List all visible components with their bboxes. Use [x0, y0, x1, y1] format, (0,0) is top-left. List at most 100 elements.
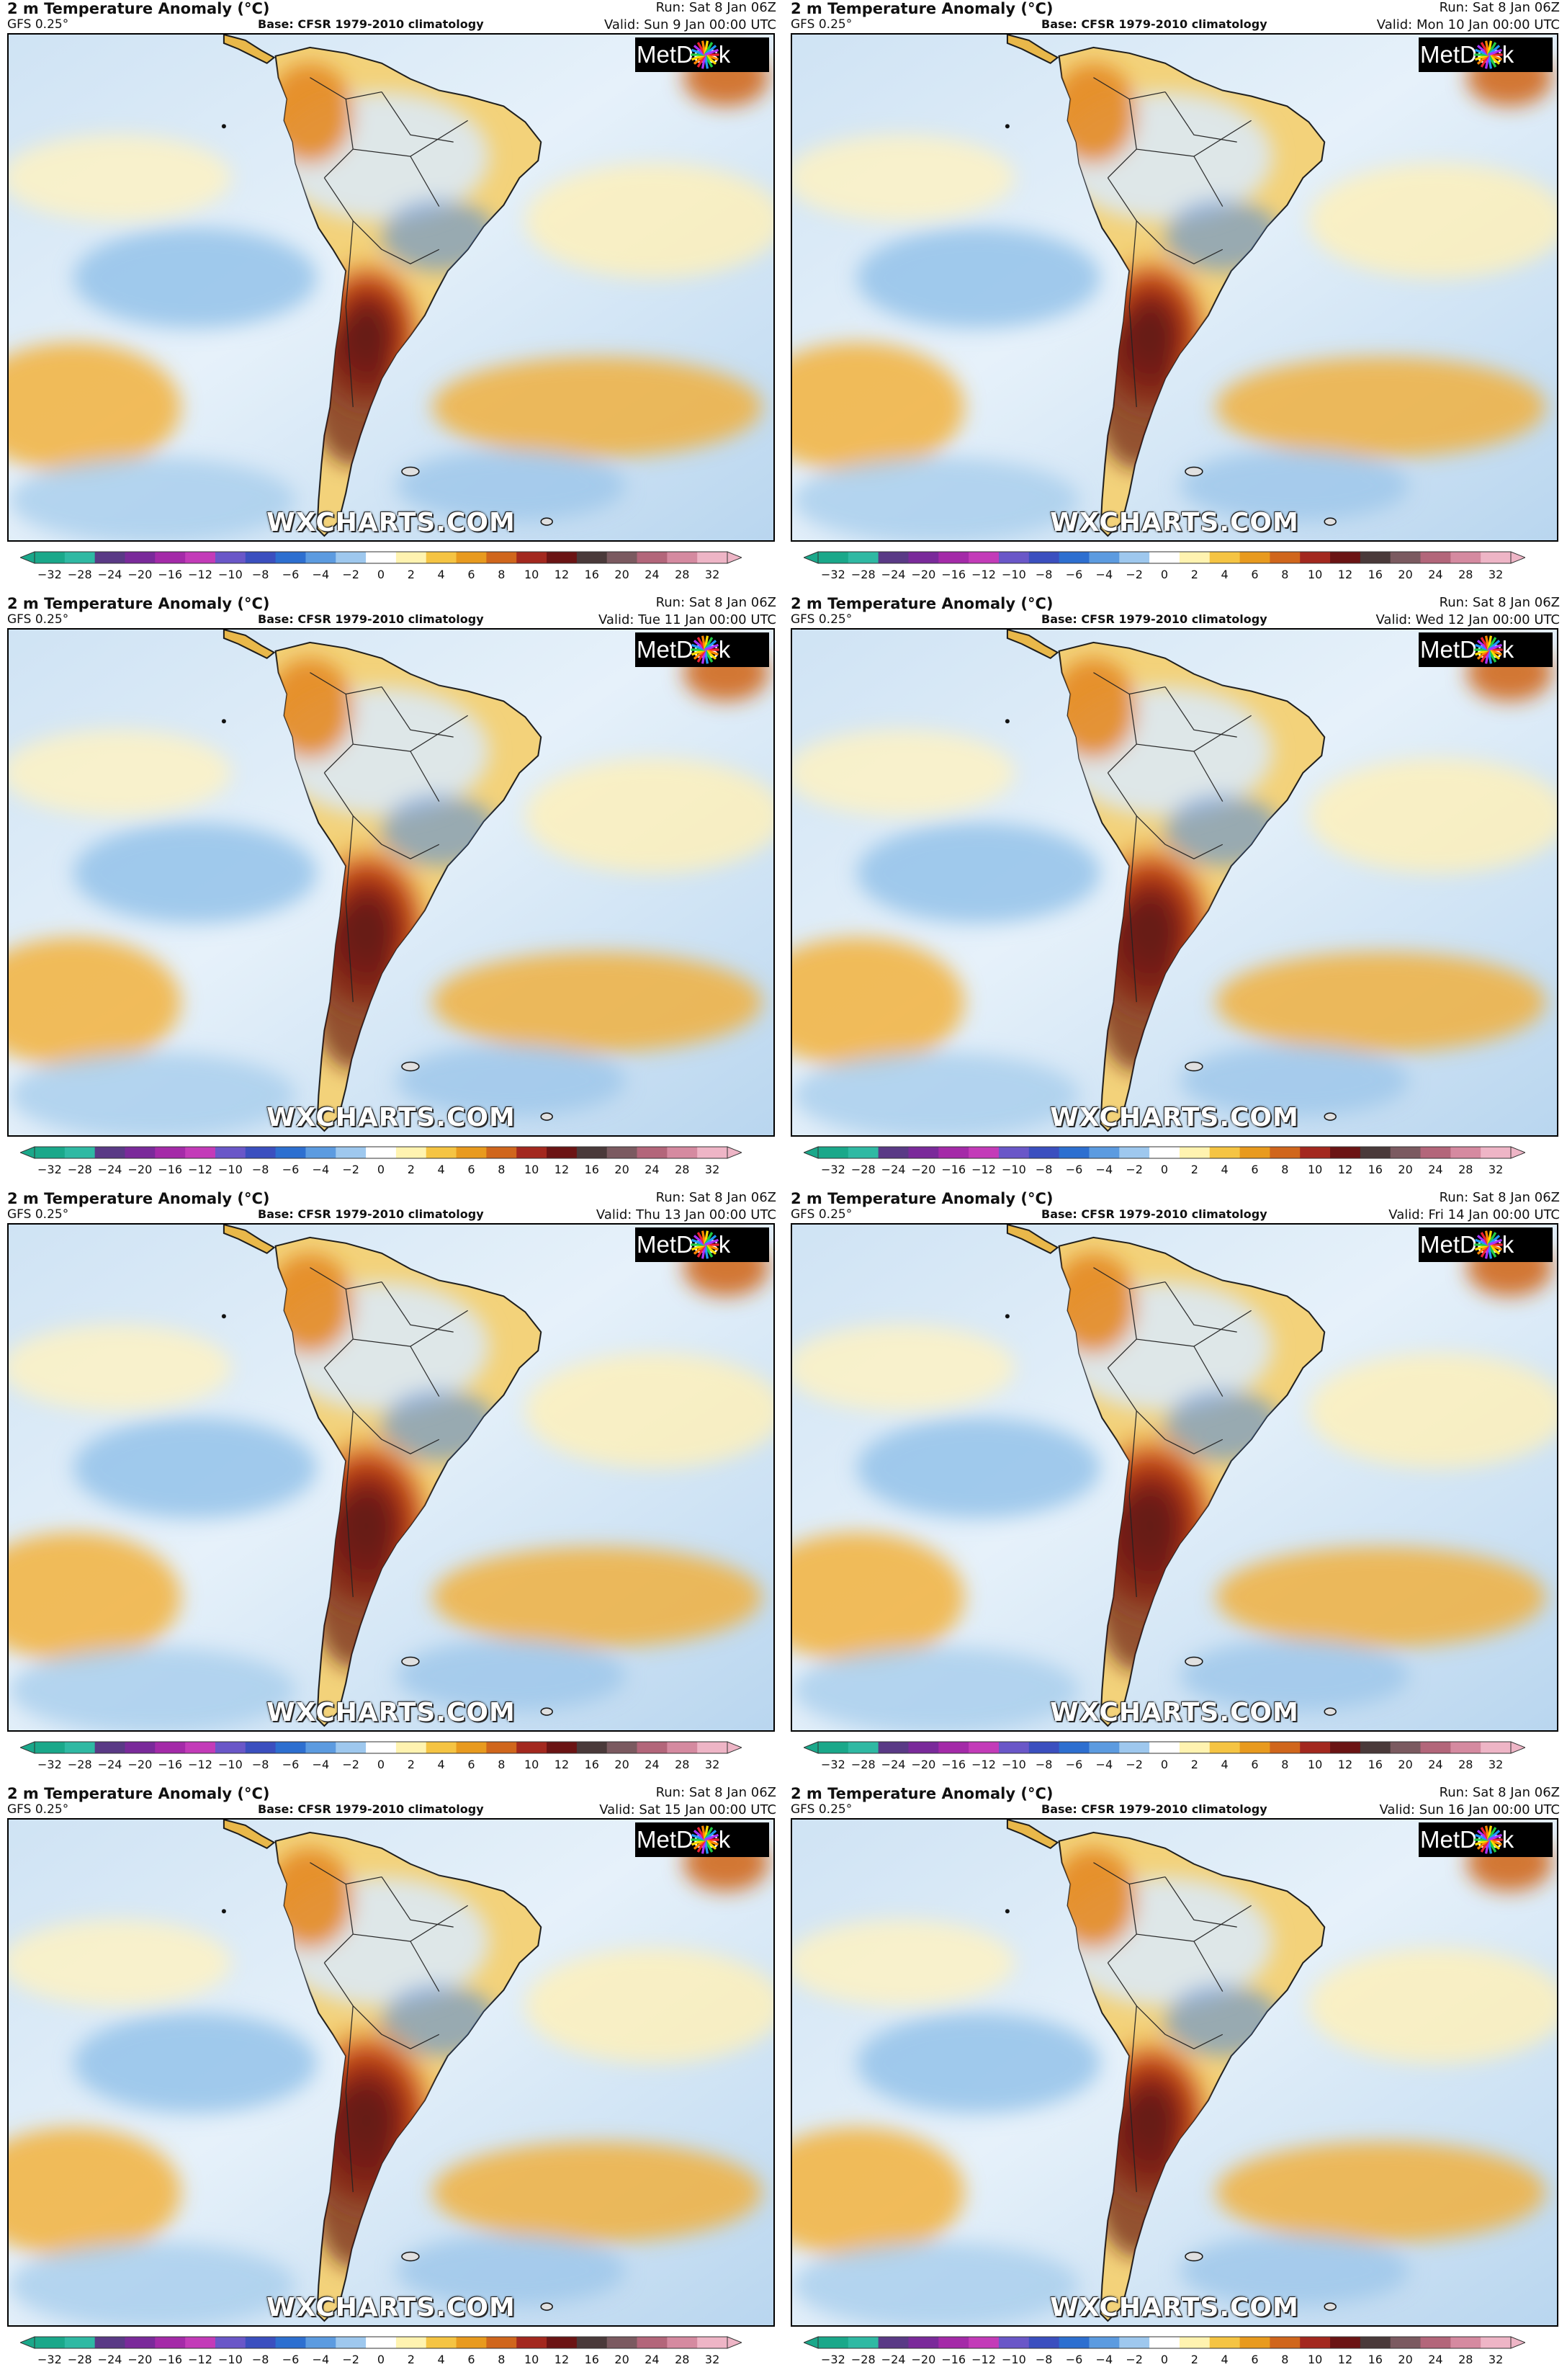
colorbar-tick-label: −24	[97, 2353, 122, 2366]
colorbar-tick-label: 4	[437, 568, 445, 581]
colorbar-strip	[20, 551, 742, 564]
colorbar-frame	[817, 2336, 1512, 2349]
colorbar: −32 −28 −24 −20 −16 −12 −10 −8 −6 −4 −2 0 2 4 6 8 10 12 16…	[20, 2334, 742, 2379]
colorbar-tick-label: −2	[1126, 1163, 1143, 1176]
panel-header: 2 m Temperature Anomaly (°C) GFS 0.25° B…	[6, 1190, 778, 1223]
valid-time-label: Valid: Sun 16 Jan 00:00 UTC	[1379, 1802, 1561, 1817]
central-america-landmass	[1006, 630, 1059, 659]
panel-title: 2 m Temperature Anomaly (°C)	[7, 1785, 270, 1802]
colorbar-min-arrow	[20, 551, 35, 564]
colorbar-segment	[848, 1147, 879, 1158]
colorbar-segment	[938, 1742, 969, 1753]
colorbar-segment	[697, 1742, 728, 1753]
colorbar-segment	[94, 1742, 125, 1753]
anomaly-blobs	[792, 48, 1557, 540]
colorbar-tick-label: −28	[67, 568, 92, 581]
cool-anomaly-blob	[395, 1044, 626, 1117]
colorbar-frame	[34, 2336, 728, 2349]
colorbar-tick-label: 0	[1160, 568, 1169, 581]
climatology-base-label: Base: CFSR 1979-2010 climatology	[258, 612, 484, 626]
colorbar-min-arrow	[804, 2336, 819, 2349]
colorbar-segment	[818, 2337, 849, 2348]
colorbar-tick-label: 8	[1281, 2353, 1289, 2366]
colorbar-tick-label: 2	[1190, 568, 1198, 581]
colorbar-tick-label: −2	[342, 2353, 359, 2366]
colorbar-tick-label: 32	[1488, 1163, 1504, 1176]
cool-anomaly-blob	[9, 1647, 296, 1730]
colorbar-tick-label: 20	[614, 2353, 629, 2366]
colorbar-segment	[969, 2337, 1000, 2348]
colorbar-max-arrow	[1510, 1146, 1525, 1159]
metdesk-burst-icon	[691, 1825, 719, 1854]
colorbar-segment	[1089, 552, 1120, 563]
colorbar-tick-label: 0	[1160, 2353, 1169, 2366]
colorbar-segment	[215, 552, 246, 563]
colorbar-tick-label: −6	[282, 1758, 300, 1771]
colorbar-segment	[1481, 1742, 1512, 1753]
colorbar-segment	[366, 1742, 397, 1753]
anomaly-field	[792, 1820, 1557, 2325]
colorbar-tick-label: 8	[498, 2353, 506, 2366]
cool-anomaly-blob	[792, 2242, 1079, 2325]
anomaly-map: MetDesk WXCHARTS.COM	[7, 628, 775, 1137]
colorbar-tick-label: 6	[1251, 2353, 1259, 2366]
colorbar-tick-label: −10	[217, 1758, 243, 1771]
country-border	[345, 220, 354, 408]
colorbar-ticks: −32 −28 −24 −20 −16 −12 −10 −8 −6 −4 −2 0 2 4 6 8 10 12 16…	[804, 1758, 1525, 1779]
colorbar-segment	[35, 2337, 66, 2348]
colorbar-segment	[969, 1742, 1000, 1753]
country-border	[1164, 1876, 1237, 1928]
panel-header: 2 m Temperature Anomaly (°C) GFS 0.25° B…	[6, 0, 778, 33]
colorbar-tick-label: 4	[1221, 2353, 1229, 2366]
colorbar-frame	[817, 551, 1512, 564]
colorbar-segment	[516, 552, 547, 563]
colorbar-tick-label: −16	[158, 1163, 183, 1176]
colorbar-segment	[1270, 552, 1301, 563]
colorbar-tick-label: 10	[524, 1163, 539, 1176]
colorbar-tick-label: 32	[704, 1163, 720, 1176]
colorbar-tick-label: −16	[941, 1163, 966, 1176]
country-border	[1107, 99, 1137, 179]
colorbar-segment	[938, 2337, 969, 2348]
south-georgia	[540, 1707, 553, 1716]
colorbar-tick-label: −4	[1095, 568, 1113, 581]
colorbar-tick-label: 2	[1190, 1163, 1198, 1176]
colorbar-ticks: −32 −28 −24 −20 −16 −12 −10 −8 −6 −4 −2 0 2 4 6 8 10 12 16…	[804, 2353, 1525, 2374]
colorbar-tick-label: −28	[67, 2353, 92, 2366]
colorbar-tick-label: −8	[251, 1758, 269, 1771]
colorbar-tick-label: 28	[1458, 1163, 1473, 1176]
colorbar-segment	[637, 1147, 668, 1158]
colorbar-segment	[395, 1742, 427, 1753]
metdesk-burst-icon	[691, 40, 719, 69]
country-border	[353, 1338, 440, 1397]
model-label: GFS 0.25°	[7, 1802, 69, 1817]
colorbar-tick-label: −2	[1126, 568, 1143, 581]
colorbar-tick-label: 32	[704, 568, 720, 581]
warm-anomaly-blob	[792, 342, 965, 472]
colorbar-segment	[637, 2337, 668, 2348]
colorbar-segment	[155, 552, 186, 563]
colorbar-segment	[938, 1147, 969, 1158]
mild-anomaly-blob	[9, 730, 231, 816]
colorbar-segment	[1119, 1742, 1150, 1753]
colorbar-segment	[878, 2337, 909, 2348]
colorbar-tick-label: 6	[467, 1758, 475, 1771]
colorbar-tick-label: 10	[1307, 1163, 1323, 1176]
colorbar-tick-label: 10	[1307, 568, 1323, 581]
colorbar-segment	[1059, 1147, 1090, 1158]
colorbar-tick-label: −6	[282, 568, 300, 581]
colorbar-tick-label: −32	[821, 568, 845, 581]
colorbar-ticks: −32 −28 −24 −20 −16 −12 −10 −8 −6 −4 −2 0 2 4 6 8 10 12 16…	[20, 1163, 742, 1184]
colorbar-segment	[1089, 2337, 1120, 2348]
falkland-islands	[1185, 466, 1203, 477]
colorbar-segment	[637, 1742, 668, 1753]
colorbar-segment	[878, 1147, 909, 1158]
colorbar-tick-label: 28	[675, 1758, 690, 1771]
run-label: Run: Sat 8 Jan 06Z	[1439, 0, 1560, 15]
warm-anomaly-blob	[792, 2127, 965, 2257]
colorbar-segment	[1149, 2337, 1180, 2348]
country-border	[381, 844, 440, 859]
colorbar-tick-label: −8	[1035, 568, 1053, 581]
colorbar-segment	[426, 2337, 457, 2348]
colorbar-segment	[848, 552, 879, 563]
